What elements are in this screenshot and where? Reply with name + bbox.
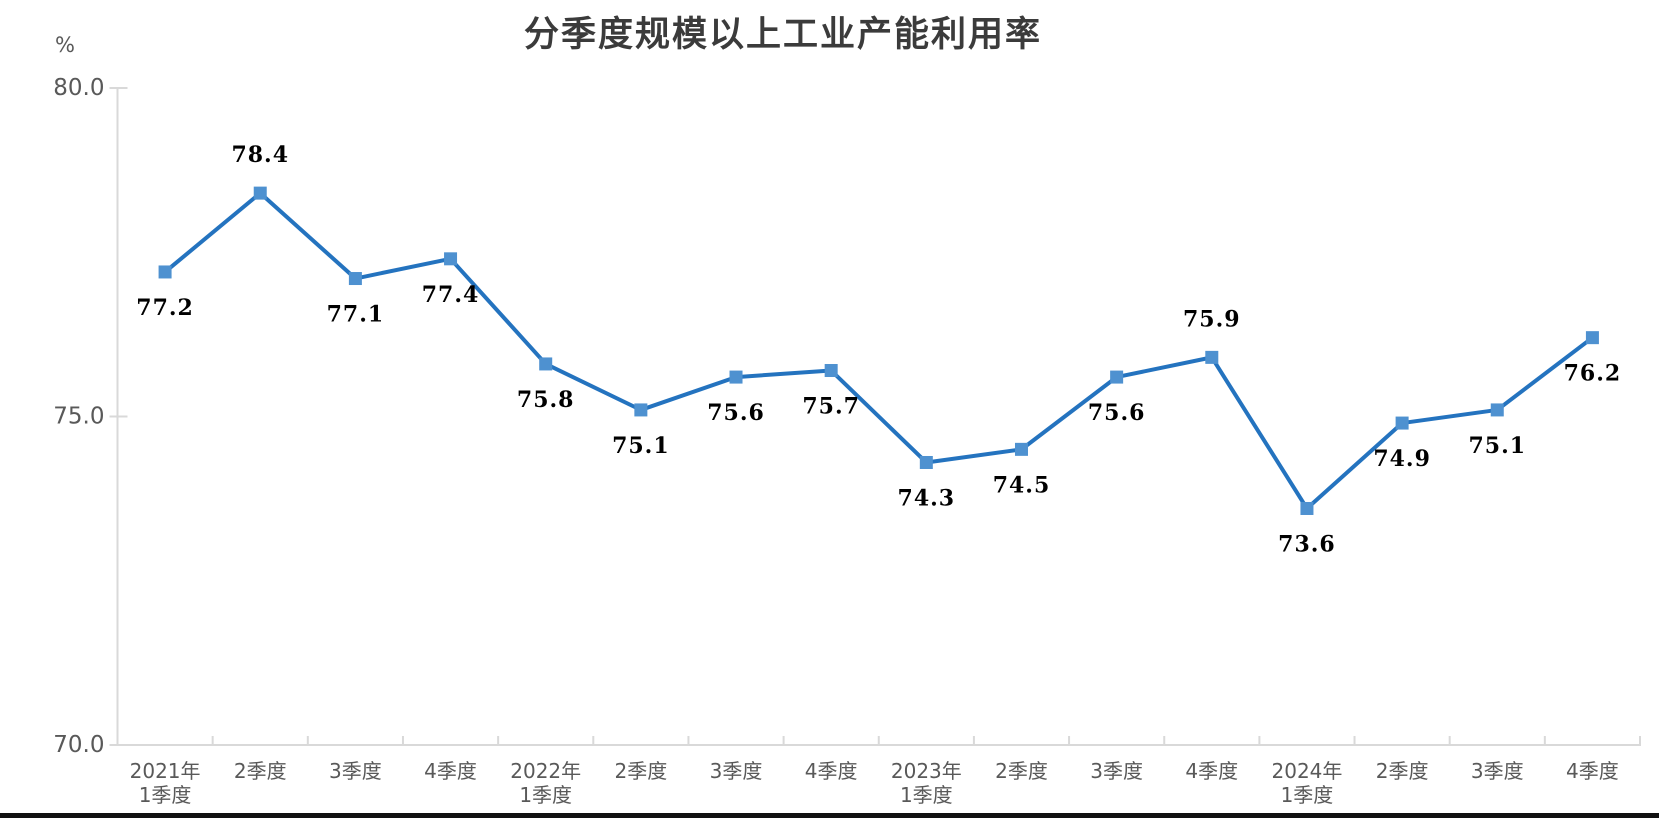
x-axis-category-label: 1季度 [900, 783, 953, 807]
data-point-marker [919, 455, 933, 469]
x-axis-category-label: 4季度 [424, 759, 477, 783]
x-axis-category-label: 4季度 [1185, 759, 1238, 783]
data-point-label: 76.2 [1564, 361, 1622, 387]
x-axis-category-label: 2024年 [1272, 759, 1343, 783]
x-axis-category-label: 2023年 [891, 759, 962, 783]
x-axis-category-label: 3季度 [1090, 759, 1143, 783]
data-point-label: 75.6 [707, 400, 765, 426]
data-point-marker [634, 403, 648, 417]
x-axis-category-label: 2022年 [510, 759, 581, 783]
y-axis-tick-label: 75.0 [53, 404, 104, 430]
x-axis-category-label: 2季度 [1376, 759, 1429, 783]
data-point-marker [158, 265, 172, 279]
x-axis-category-label: 1季度 [1281, 783, 1334, 807]
x-axis-category-label: 4季度 [805, 759, 858, 783]
data-point-label: 78.4 [231, 142, 289, 168]
x-axis-category-label: 2季度 [614, 759, 667, 783]
data-point-marker [824, 364, 838, 378]
x-axis-category-label: 3季度 [1471, 759, 1524, 783]
x-axis-category-label: 3季度 [710, 759, 763, 783]
data-point-marker [1300, 501, 1314, 515]
data-series-line [163, 191, 1595, 511]
y-axis-unit-label: % [55, 33, 75, 57]
y-axis-tick-label: 80.0 [53, 75, 104, 101]
x-axis-category-label: 2季度 [995, 759, 1048, 783]
data-point-marker [348, 272, 362, 286]
data-point-label: 75.7 [802, 394, 860, 420]
data-point-label: 74.9 [1373, 446, 1431, 472]
y-axis-tick-label: 70.0 [53, 732, 104, 758]
chart-title: 分季度规模以上工业产能利用率 [523, 15, 1042, 55]
bottom-border-bar [0, 813, 1659, 818]
data-point-label: 75.1 [612, 433, 670, 459]
data-point-label: 77.4 [422, 282, 480, 308]
data-point-label: 75.9 [1183, 306, 1241, 332]
x-axis-category-label: 1季度 [139, 783, 192, 807]
data-point-label: 77.2 [136, 295, 194, 321]
data-point-label: 74.5 [993, 472, 1051, 498]
data-point-marker [1395, 416, 1409, 430]
data-point-label: 74.3 [898, 485, 956, 511]
x-axis-category-label: 4季度 [1566, 759, 1619, 783]
data-point-marker [253, 186, 267, 200]
data-point-marker [1585, 331, 1599, 345]
data-point-marker [1205, 350, 1219, 364]
data-point-label: 75.8 [517, 387, 575, 413]
data-point-label: 75.1 [1468, 433, 1526, 459]
data-point-marker [729, 370, 743, 384]
x-axis-category-label: 3季度 [329, 759, 382, 783]
data-point-label: 73.6 [1278, 531, 1336, 557]
x-axis-category-label: 2021年 [130, 759, 201, 783]
data-point-marker [1490, 403, 1504, 417]
data-point-marker [1110, 370, 1124, 384]
data-point-marker [1014, 442, 1028, 456]
data-point-label: 77.1 [327, 302, 385, 328]
x-axis-category-label: 2季度 [234, 759, 287, 783]
data-point-marker [444, 252, 458, 266]
data-point-label: 75.6 [1088, 400, 1146, 426]
data-point-marker [539, 357, 553, 371]
x-axis-category-label: 1季度 [519, 783, 572, 807]
